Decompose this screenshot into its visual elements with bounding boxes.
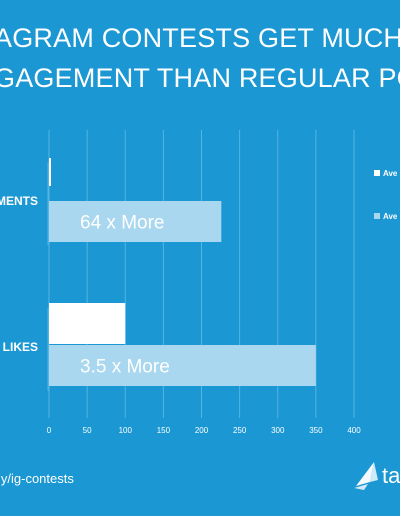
- data-label-likes: 3.5 x More: [80, 357, 170, 378]
- logo-text: ta: [382, 463, 400, 488]
- x-tick-label-400: 400: [347, 426, 361, 435]
- x-tick-label-150: 150: [157, 426, 171, 435]
- legend-swatch-1: [374, 213, 380, 219]
- x-tick-label-300: 300: [271, 426, 285, 435]
- x-tick-label-0: 0: [47, 426, 52, 435]
- x-tick-label-250: 250: [233, 426, 247, 435]
- bar-ments-series-1: [49, 201, 222, 242]
- legend-label-0: Ave: [383, 169, 398, 178]
- chart-title-line-1: AGRAM CONTESTS GET MUCH M: [0, 23, 400, 53]
- legend-swatch-0: [374, 170, 380, 176]
- paper-plane-icon: [354, 462, 378, 490]
- data-label-ments: 64 x More: [80, 213, 164, 234]
- x-tick-label-350: 350: [309, 426, 323, 435]
- bar-likes-series-0: [49, 303, 126, 344]
- x-tick-label-200: 200: [195, 426, 209, 435]
- legend-label-1: Ave: [383, 212, 398, 221]
- category-label-ments: MENTS: [0, 194, 38, 208]
- brand-logo: ta: [354, 458, 400, 492]
- x-tick-label-100: 100: [119, 426, 133, 435]
- bar-likes-series-1: [49, 345, 316, 386]
- category-label-likes: LIKES: [3, 340, 38, 354]
- chart-title-line-2: GAGEMENT THAN REGULAR PO: [0, 63, 400, 93]
- bar-ments-series-0: [49, 158, 51, 186]
- x-tick-label-50: 50: [83, 426, 92, 435]
- source-link[interactable]: ly/ig-contests: [0, 471, 74, 486]
